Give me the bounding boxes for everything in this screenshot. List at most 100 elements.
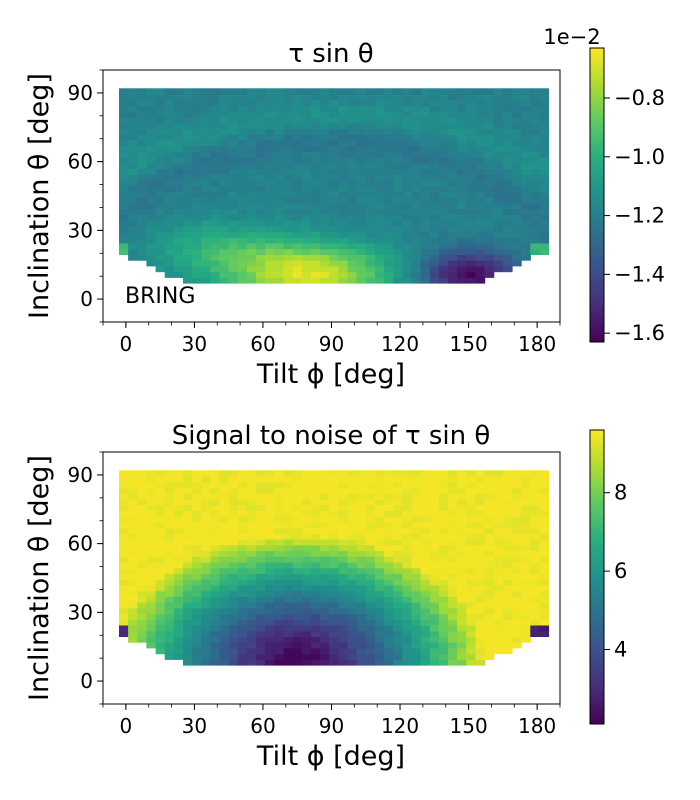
heatmap-cell xyxy=(429,94,440,101)
heatmap-cell xyxy=(301,237,312,244)
heatmap-cell xyxy=(219,265,230,273)
heatmap-cell xyxy=(356,550,367,557)
heatmap-cell xyxy=(247,157,257,164)
heatmap-cell xyxy=(502,225,513,233)
heatmap-cell xyxy=(429,613,440,620)
heatmap-cell xyxy=(448,185,458,192)
heatmap-cell xyxy=(155,596,166,603)
heatmap-cell xyxy=(119,562,129,569)
heatmap-cell xyxy=(137,556,147,563)
heatmap-cell xyxy=(283,134,294,141)
heatmap-cell xyxy=(237,162,248,170)
heatmap-cell xyxy=(183,191,193,198)
heatmap-cell xyxy=(320,642,330,649)
colorbar-tick-label: −1.4 xyxy=(614,262,665,286)
heatmap-cell xyxy=(237,510,248,517)
heatmap-cell xyxy=(429,254,440,261)
heatmap-cell xyxy=(420,260,431,267)
heatmap-cell xyxy=(274,162,285,170)
heatmap-cell xyxy=(256,180,266,187)
heatmap-cell xyxy=(484,88,495,95)
heatmap-cell xyxy=(530,220,540,227)
heatmap-cell xyxy=(173,243,184,250)
heatmap-cell xyxy=(237,260,248,267)
heatmap-cell xyxy=(320,521,330,529)
heatmap-cell xyxy=(155,493,166,500)
heatmap-cell xyxy=(265,493,275,500)
heatmap-cell xyxy=(356,139,367,147)
heatmap-cell xyxy=(393,197,403,204)
heatmap-cell xyxy=(265,613,275,620)
heatmap-cell xyxy=(347,647,358,655)
heatmap-cell xyxy=(338,590,349,597)
heatmap-cell xyxy=(484,254,495,261)
heatmap-cell xyxy=(265,642,275,649)
heatmap-cell xyxy=(256,510,266,517)
heatmap-cell xyxy=(493,613,504,620)
heatmap-cell xyxy=(521,607,531,615)
heatmap-cell xyxy=(512,619,522,626)
heatmap-cell xyxy=(374,550,385,557)
heatmap-cell xyxy=(228,481,239,489)
heatmap-cell xyxy=(484,139,495,147)
heatmap-cell xyxy=(493,556,504,563)
heatmap-cell xyxy=(484,481,495,489)
heatmap-cell xyxy=(192,647,202,655)
heatmap-cell xyxy=(438,231,449,238)
heatmap-cell xyxy=(310,539,321,546)
colorbar-ticks: 864 xyxy=(604,481,627,662)
heatmap-cell xyxy=(429,208,440,215)
heatmap-cell xyxy=(429,260,440,267)
heatmap-cell xyxy=(356,231,367,238)
heatmap-cell xyxy=(210,499,221,506)
heatmap-cell xyxy=(420,122,431,129)
heatmap-cell xyxy=(466,590,476,597)
heatmap-cell xyxy=(283,493,294,500)
heatmap-cell xyxy=(329,117,339,124)
heatmap-cell xyxy=(265,111,275,118)
heatmap-cell xyxy=(320,134,330,141)
heatmap-cell xyxy=(411,562,422,569)
heatmap-cell xyxy=(219,596,230,603)
heatmap-cell xyxy=(411,231,422,238)
heatmap-cell xyxy=(402,636,412,643)
heatmap-cell xyxy=(457,613,467,620)
heatmap-cell xyxy=(512,556,522,563)
heatmap-cell xyxy=(502,220,513,227)
heatmap-cell xyxy=(183,642,193,649)
heatmap-cell xyxy=(301,659,312,666)
heatmap-cell xyxy=(173,607,184,615)
heatmap-cell xyxy=(411,573,422,580)
heatmap-cell xyxy=(274,613,285,620)
heatmap-cell xyxy=(512,481,522,489)
heatmap-cell xyxy=(256,128,266,135)
heatmap-cell xyxy=(146,237,157,244)
heatmap-cell xyxy=(338,105,349,112)
heatmap-cell xyxy=(137,248,147,255)
heatmap-cell xyxy=(347,584,358,592)
heatmap-cell xyxy=(493,596,504,603)
heatmap-cell xyxy=(237,562,248,569)
heatmap-cell xyxy=(210,533,221,540)
heatmap-cell xyxy=(137,596,147,603)
heatmap-cell xyxy=(338,145,349,152)
heatmap-cell xyxy=(173,636,184,643)
heatmap-cell xyxy=(256,168,266,175)
heatmap-cell xyxy=(420,208,431,215)
heatmap-cell xyxy=(164,510,175,517)
heatmap-cell xyxy=(475,248,486,255)
heatmap-cell xyxy=(274,579,285,586)
heatmap-cell xyxy=(192,122,202,129)
heatmap-cell xyxy=(438,562,449,569)
heatmap-cell xyxy=(146,202,157,210)
heatmap-cell xyxy=(119,111,129,118)
heatmap-cell xyxy=(502,562,513,569)
heatmap-cell xyxy=(146,590,157,597)
heatmap-cell xyxy=(457,653,467,660)
heatmap-cell xyxy=(301,493,312,500)
heatmap-cell xyxy=(466,134,476,141)
y-axis-label: Inclination θ [deg] xyxy=(24,73,55,319)
heatmap-cell xyxy=(374,470,385,477)
heatmap-cell xyxy=(274,134,285,141)
heatmap-cell xyxy=(420,481,431,489)
